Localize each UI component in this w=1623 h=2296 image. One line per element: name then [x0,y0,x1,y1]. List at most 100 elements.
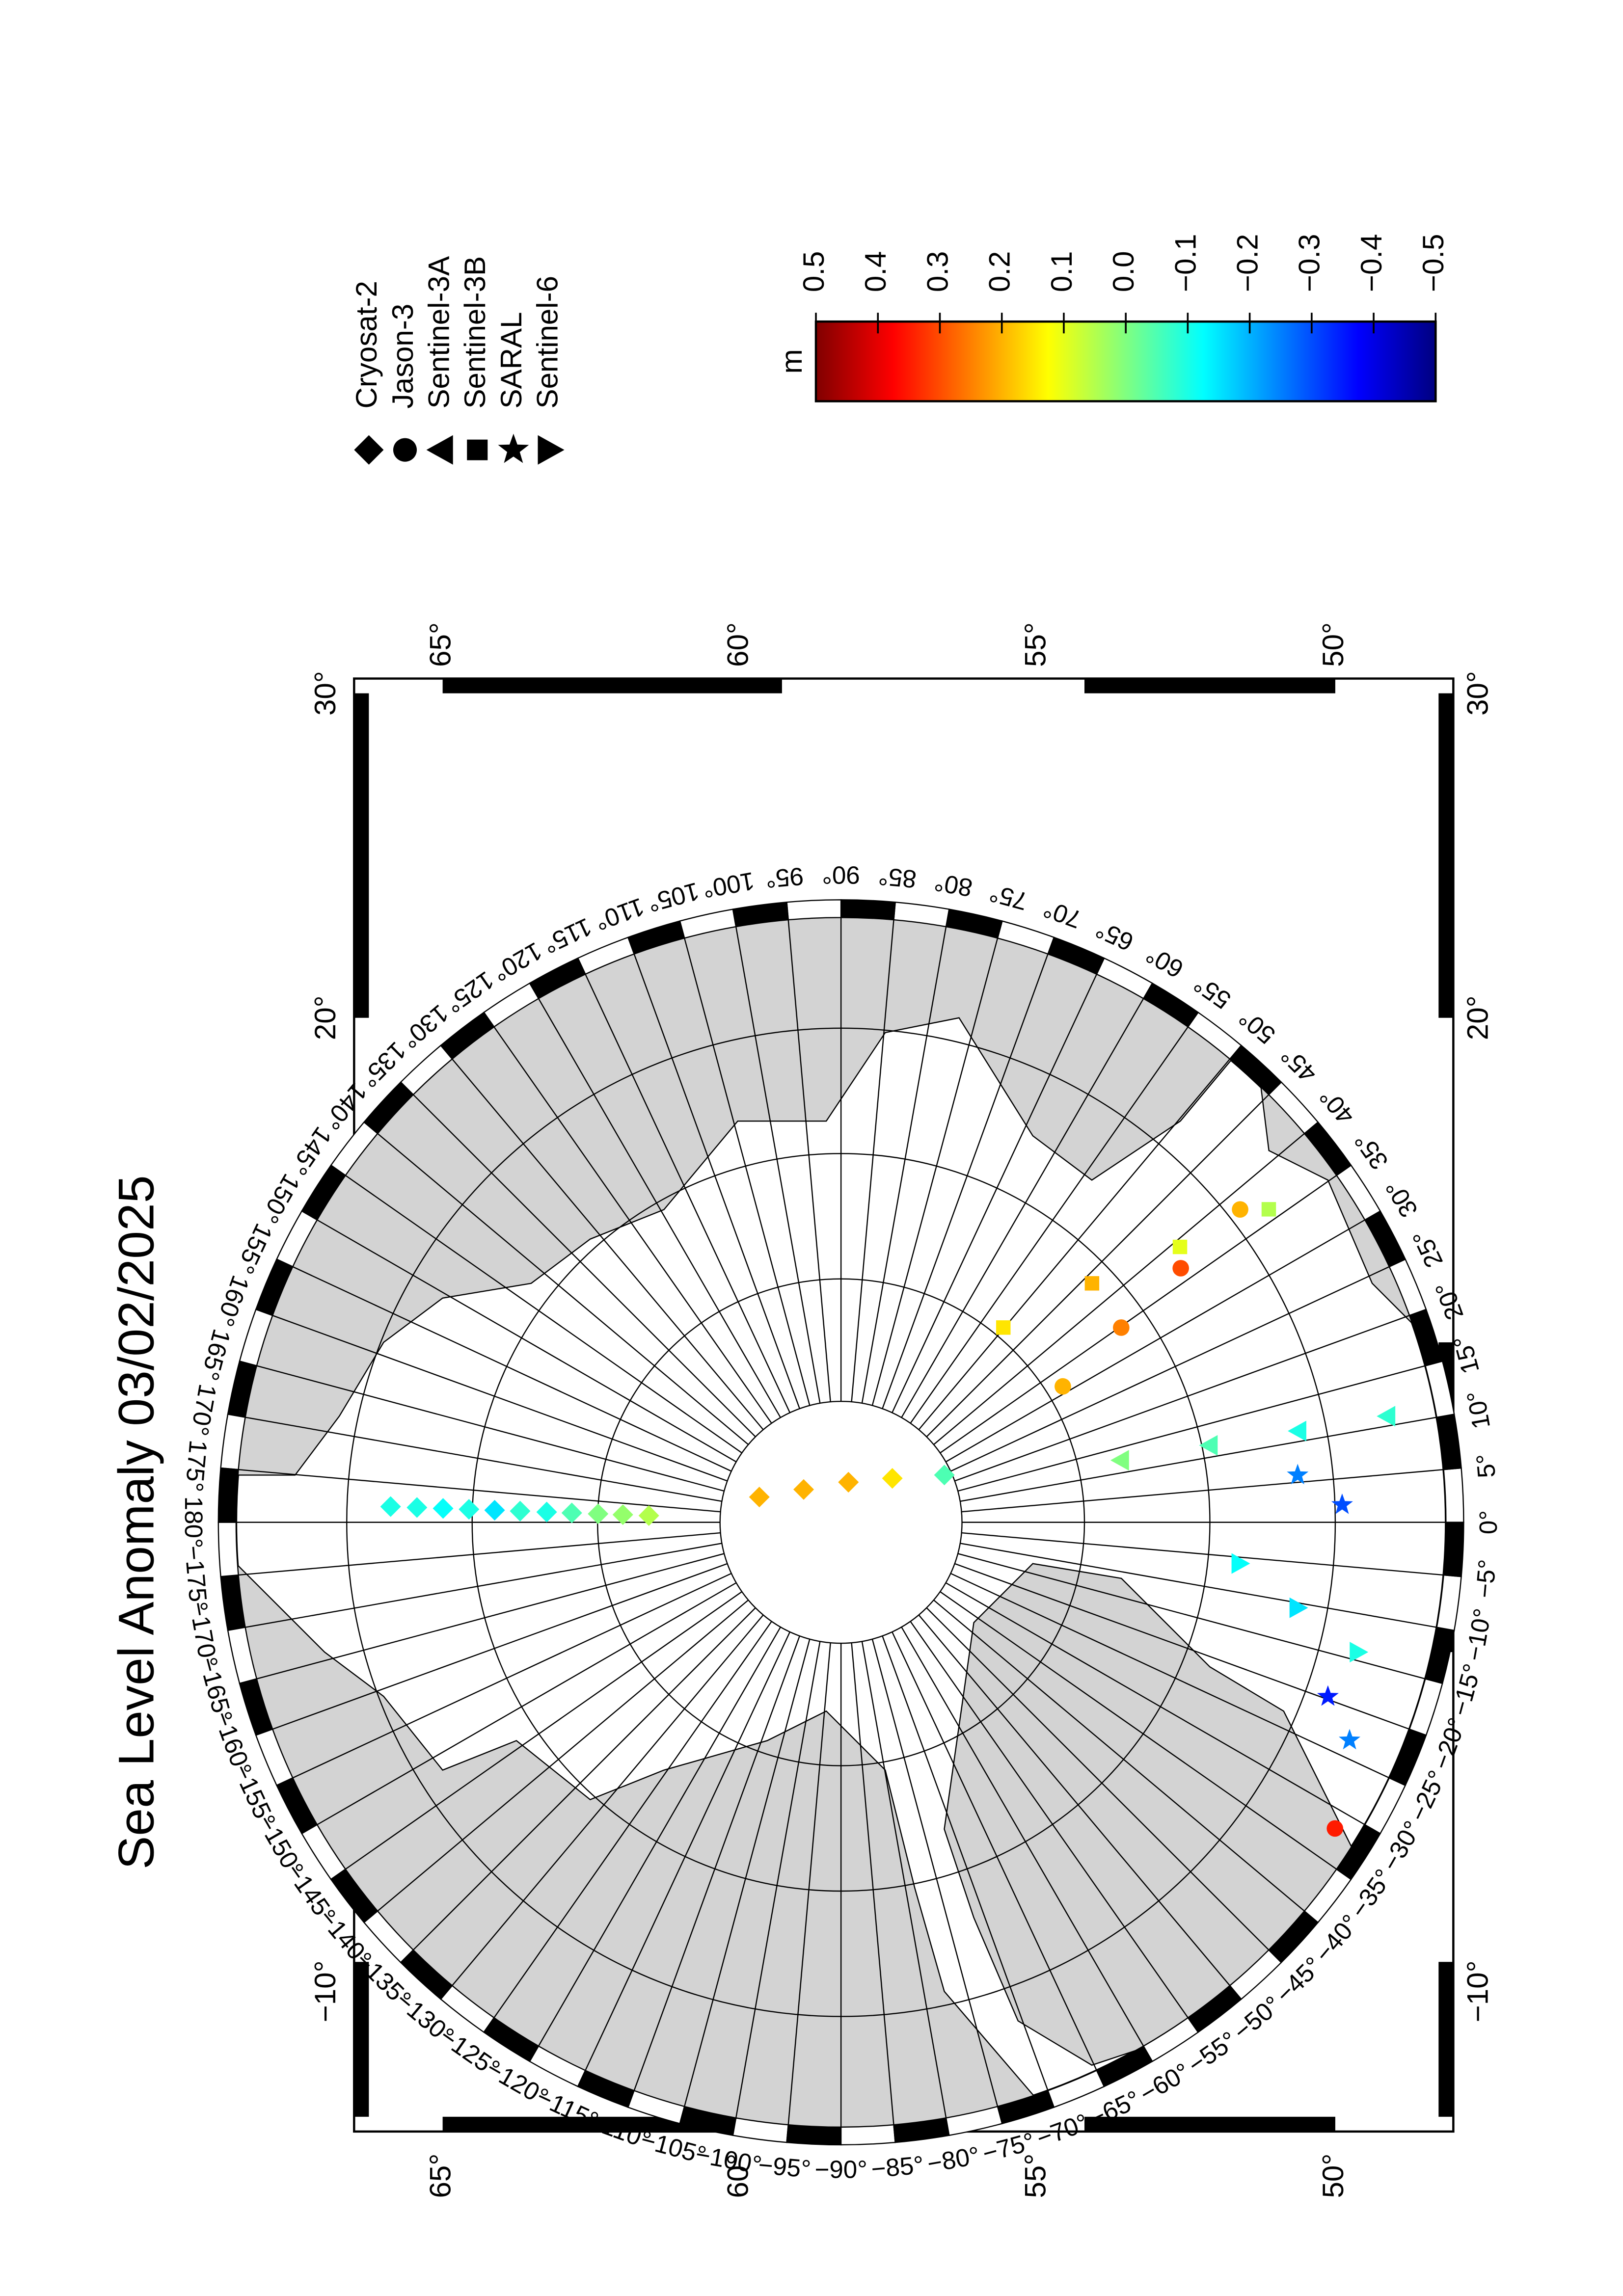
lon-tick-label: −90° [815,2156,867,2184]
lon-tick-label: 80° [932,868,974,902]
frame-lon-label: −10° [1461,1960,1494,2022]
marker-triangle-left [1377,1406,1396,1427]
ring-segment [1443,1467,1464,1523]
colorbar-tick-label: −0.1 [1169,234,1202,292]
meridian [961,1469,1444,1513]
meridian [238,1532,721,1576]
meridian [245,1543,722,1628]
marker-triangle-left [1110,1450,1129,1471]
meridian [960,1543,1437,1628]
marker-diamond [433,1498,454,1519]
marker-diamond [459,1499,480,1520]
colorbar-tick-label: −0.3 [1293,234,1326,292]
map-title: Sea Level Anomaly 03/02/2025 [108,1175,164,1869]
lon-tick-label: −85° [870,2151,925,2183]
lon-tick-label: 85° [877,862,918,893]
marker-circle [1055,1378,1071,1395]
meridian [933,1600,1305,1912]
meridian [851,1643,894,2125]
legend-label: Sentinel-3B [459,256,491,409]
meridian [493,1621,772,2018]
lon-tick-label: 175° [180,1439,213,1493]
marker-triangle-right [1289,1597,1308,1618]
colorbar-label: m [775,349,808,374]
marker-circle [1326,1820,1344,1837]
marker-triangle-right [1231,1553,1250,1574]
meridian [957,1365,1426,1492]
marker-triangle-left [1288,1420,1306,1442]
meridian [950,1573,1390,1779]
meridian [961,1532,1444,1576]
ring-segment [840,899,896,921]
ring-segment [786,899,842,921]
marker-square [996,1320,1011,1335]
meridian [892,974,1097,1413]
ring-segment [1443,1522,1464,1577]
marker-diamond [882,1468,903,1489]
frame-lon-label: 20° [309,995,342,1040]
frame-lon-label: 20° [1461,995,1494,1040]
meridian [377,1600,749,1912]
meridian [954,1563,1410,1730]
meridian [910,1621,1189,2018]
lon-tick-label: 90° [822,861,860,889]
ring-segment [786,2124,842,2146]
lon-tick-label: 10° [1461,1389,1496,1431]
lon-tick-label: 180° [180,1496,208,1548]
meridian [945,1219,1365,1463]
lon-tick-label: 165° [195,1326,236,1384]
pole-disc [719,1400,963,1644]
marker-triangle-left [426,435,453,465]
frame-lat-label: 60° [722,2154,755,2198]
colorbar-tick-label: 0.1 [1045,251,1078,293]
meridian [945,1582,1365,1825]
frame-lat-label: 50° [1317,2154,1350,2198]
marker-diamond [406,1497,428,1518]
legend: Cryosat-2 Jason-3 Sentinel-3A Sentinel-3B SA… [350,256,565,465]
meridian [245,1416,722,1502]
marker-circle [1232,1201,1248,1218]
meridian [452,1058,764,1430]
colorbar-tick-label: 0.3 [921,251,954,293]
frame-lon-label: 30° [309,671,342,716]
meridians [236,917,1446,2127]
ring-segment [217,1467,239,1523]
lon-tick-label: 5° [1471,1453,1501,1479]
meridian [345,1175,742,1454]
meridian [493,1026,772,1424]
marker-star [1317,1685,1339,1706]
marker-star [1339,1729,1361,1750]
meridian [933,1133,1305,1445]
frame-lon-label: −10° [309,1960,342,2022]
meridian [901,1627,1144,2047]
frame-lat-label: 65° [424,622,457,667]
colorbar-tick-label: 0.2 [983,251,1016,293]
meridian [684,1639,811,2107]
meridian [735,926,821,1404]
meridian [882,1635,1049,2091]
marker-triangle-left [1199,1435,1218,1456]
colorbar-tick-label: 0.5 [797,251,830,293]
meridian [960,1416,1437,1502]
marker-circle [1172,1260,1189,1277]
meridian [851,919,894,1402]
frame-lat-label: 55° [1019,622,1052,667]
meridian [684,938,811,1406]
meridian [538,998,781,1418]
meridian [901,998,1144,1418]
meridian [910,1026,1189,1424]
colorbar-tick-label: 0.0 [1107,251,1140,293]
lon-tick-label: −80° [925,2141,981,2178]
colorbar-ticks: 0.5 0.4 0.3 0.2 0.1 0.0 −0.1 −0.2 −0.3 −0.4 −0.5 [797,234,1450,334]
meridian [950,1266,1390,1472]
lon-tick-label: 155° [231,1220,278,1279]
marker-square [467,439,488,460]
meridian [292,1573,732,1779]
meridian [317,1582,737,1825]
meridian [918,1614,1231,1986]
meridian [926,1094,1270,1438]
meridian [585,1631,791,2071]
marker-square [1261,1202,1276,1217]
meridian [940,1591,1337,1870]
